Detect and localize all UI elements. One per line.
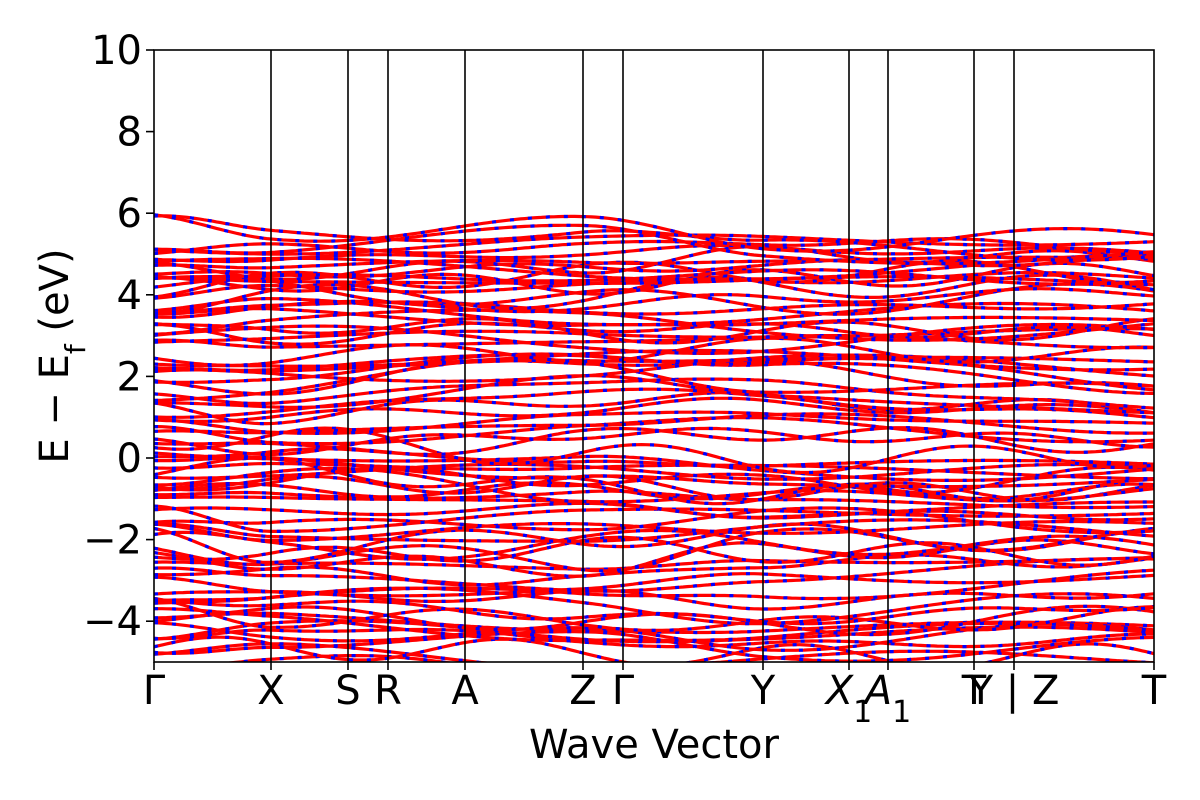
- y-axis-title: E − Ef (eV): [32, 248, 92, 463]
- band-line-spin-up: [154, 462, 1154, 481]
- band-line-spin-up: [154, 572, 1154, 598]
- y-axis-ticks: −4 −2 0 2 4 6 8 10: [83, 28, 154, 645]
- x-tick-label: X: [257, 668, 284, 714]
- band-line-spin-up: [154, 412, 1154, 435]
- bands-layer: [154, 213, 1154, 662]
- band-line-spin-up: [154, 451, 1154, 482]
- band-line-spin-up: [154, 557, 1154, 593]
- band-line-spin-up: [154, 627, 1154, 649]
- y-axis-title-main: E − E: [32, 354, 78, 464]
- x-tick-label: Y: [750, 668, 776, 714]
- band-line-spin-down: [154, 358, 1154, 396]
- band-line-spin-up: [154, 308, 1154, 342]
- band-line-spin-down: [154, 456, 1154, 506]
- band-line-spin-down: [154, 526, 1154, 573]
- band-line-spin-up: [154, 607, 1154, 643]
- x-tick-label: S: [335, 668, 360, 714]
- x-tick-label: Γ: [143, 668, 166, 714]
- band-line-spin-up: [154, 506, 1154, 535]
- band-line-spin-up: [154, 321, 1154, 346]
- x-tick-label: Γ: [612, 668, 635, 714]
- band-line-spin-down: [154, 213, 1154, 253]
- band-line-spin-down: [154, 522, 1154, 564]
- band-line-spin-down: [154, 535, 1154, 567]
- band-line-spin-up: [154, 237, 1154, 256]
- band-line-spin-up: [154, 214, 1154, 262]
- band-line-spin-up: [154, 377, 1154, 410]
- band-line-spin-up: [154, 621, 1154, 652]
- band-line-spin-up: [154, 355, 1154, 373]
- x-tick-label: R: [374, 668, 402, 714]
- x-tick-label: Z: [569, 668, 596, 714]
- band-line-spin-up: [154, 275, 1154, 287]
- band-line-spin-up: [154, 635, 1154, 662]
- band-line-spin-down: [154, 596, 1154, 632]
- band-line-spin-up: [154, 461, 1154, 481]
- band-line-spin-up: [154, 336, 1154, 367]
- band-line-spin-down: [154, 528, 1154, 561]
- band-line-spin-down: [154, 538, 1154, 578]
- band-line-spin-down: [154, 391, 1154, 426]
- y-tick-label: −2: [83, 518, 142, 564]
- y-tick-label: 2: [117, 354, 142, 400]
- band-line-spin-down: [154, 261, 1154, 296]
- y-tick-label: 0: [117, 436, 142, 482]
- x-tick-label: A: [451, 668, 479, 714]
- band-line-spin-up: [154, 322, 1154, 355]
- band-line-spin-up: [154, 287, 1154, 319]
- kpath-divider-lines: [270, 50, 1015, 662]
- x-tick-label: X1: [824, 668, 873, 730]
- band-line-spin-up: [154, 474, 1154, 502]
- band-line-spin-up: [154, 410, 1154, 436]
- x-tick-label: A1: [862, 668, 911, 730]
- x-axis-title: Wave Vector: [529, 722, 780, 768]
- band-line-spin-up: [154, 334, 1154, 350]
- y-tick-label: 8: [117, 110, 142, 156]
- band-line-spin-up: [154, 297, 1154, 327]
- band-line-spin-up: [154, 243, 1154, 264]
- y-axis-title-unit: (eV): [32, 248, 78, 344]
- y-tick-label: −4: [83, 599, 142, 645]
- band-line-spin-up: [154, 426, 1154, 456]
- band-line-spin-up: [154, 441, 1154, 469]
- y-axis-title-sub: f: [59, 343, 92, 354]
- x-tick-label: T: [1141, 668, 1167, 714]
- plot-frame: [153, 49, 1155, 663]
- x-tick-label: Y | Z: [968, 668, 1060, 714]
- y-tick-label: 4: [117, 273, 142, 319]
- y-tick-label: 6: [117, 191, 142, 237]
- band-line-spin-down: [154, 426, 1154, 475]
- x-tick-label: T: [961, 668, 987, 714]
- y-tick-label: 10: [91, 28, 142, 74]
- band-line-spin-up: [154, 555, 1154, 571]
- band-line-spin-up: [154, 223, 1154, 266]
- band-line-spin-down: [154, 357, 1154, 403]
